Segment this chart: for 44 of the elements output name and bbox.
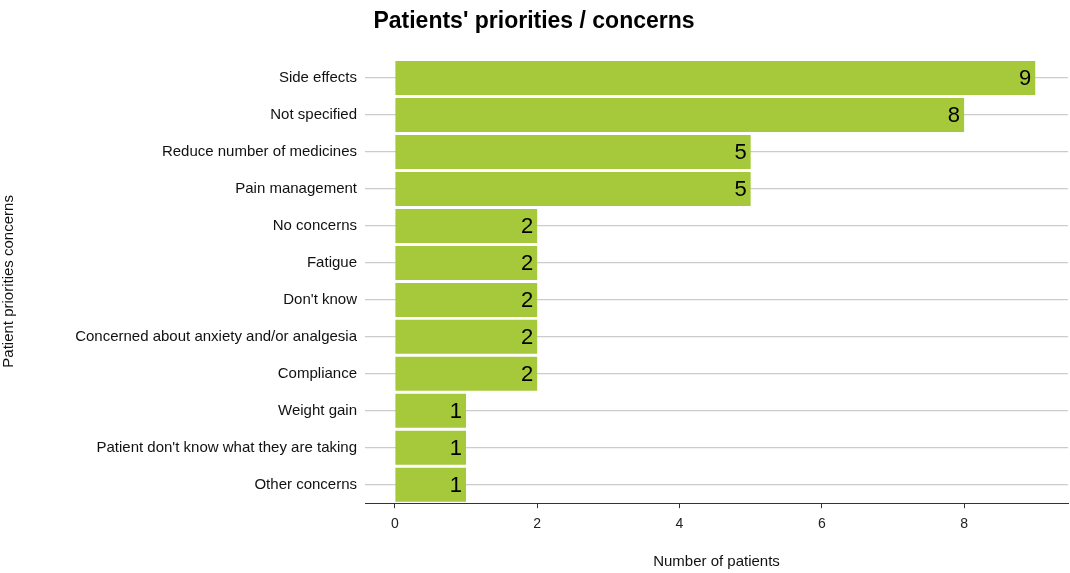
data-label: 1 [449,397,463,423]
data-label: 9 [1019,65,1032,91]
bar [395,430,467,465]
y-tick-label: No concerns [272,216,357,234]
bar [395,467,467,502]
bar [395,356,538,391]
y-tick-label: Concerned about anxiety and/or analgesia [75,326,358,344]
data-label: 5 [734,176,747,202]
bar [395,171,751,206]
x-tick-label: 4 [675,515,684,532]
y-tick-label: Other concerns [254,474,357,492]
y-tick-label: Compliance [277,363,357,381]
x-tick-label: 8 [960,515,969,532]
y-tick-label: Don't know [283,290,358,308]
y-tick-label: Fatigue [306,253,357,271]
data-label: 1 [449,434,463,460]
x-tick-label: 2 [533,515,542,532]
x-tick-label: 0 [390,515,399,532]
bar [395,61,1036,96]
bar [395,245,538,280]
y-tick-label: Pain management [235,179,358,197]
data-label: 2 [520,323,534,349]
y-tick-label: Reduce number of medicines [161,142,357,160]
data-label: 1 [449,471,463,497]
y-tick-label: Patient don't know what they are taking [96,437,357,455]
bar [395,393,467,428]
x-axis-title: Number of patients [653,552,780,570]
y-axis-title: Patient priorities concerns [0,195,17,368]
bar [395,319,538,354]
bar [395,135,751,170]
bar [395,98,965,133]
y-tick-label: Weight gain [278,400,357,418]
bar [395,282,538,317]
chart-title: Patients' priorities / concerns [373,7,695,34]
data-label: 2 [520,360,534,386]
data-label: 2 [520,286,534,312]
data-label: 5 [734,139,747,165]
data-label: 8 [947,102,961,128]
data-label: 2 [520,249,534,275]
x-tick-label: 6 [817,515,826,532]
data-label: 2 [520,213,534,239]
y-tick-label: Side effects [278,68,357,86]
y-tick-label: Not specified [270,105,357,123]
bar [395,208,538,243]
